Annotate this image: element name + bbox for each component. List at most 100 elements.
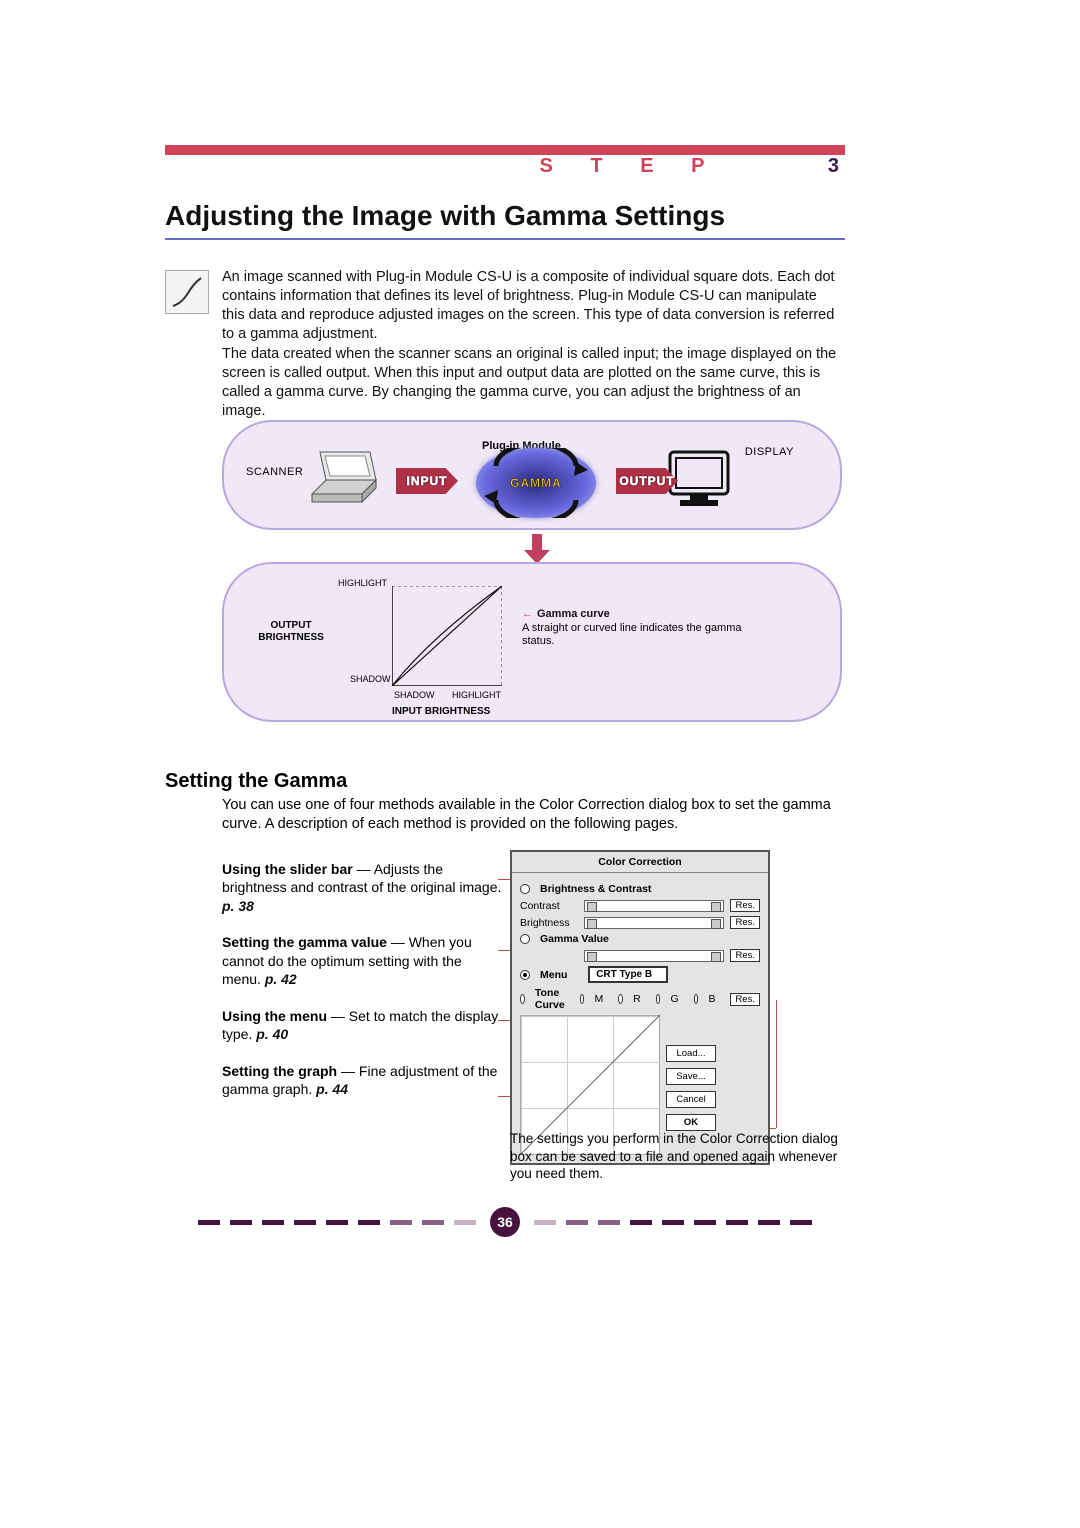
footer-dash — [390, 1220, 412, 1225]
footer-dash — [662, 1220, 684, 1225]
leader-line — [776, 1000, 777, 1128]
output-brightness-label: OUTPUT BRIGHTNESS — [246, 620, 336, 644]
contrast-reset-button[interactable]: Res. — [730, 899, 760, 912]
menu-type-dropdown[interactable]: CRT Type B — [588, 966, 668, 983]
channel-m-label: M — [594, 993, 603, 1005]
x-highlight-label: HIGHLIGHT — [452, 690, 501, 700]
footer-dash — [230, 1220, 252, 1225]
footer-dash — [598, 1220, 620, 1225]
method-sep: — — [353, 861, 374, 877]
flow-bubble-top: SCANNER DISPLAY Plug-in Module INPUT — [222, 420, 842, 530]
load-button[interactable]: Load... — [666, 1045, 716, 1062]
footer-dash — [790, 1220, 812, 1225]
cancel-button[interactable]: Cancel — [666, 1091, 716, 1108]
gamma-core: GAMMA — [476, 448, 596, 518]
footer-dash — [566, 1220, 588, 1225]
method-slider-bar: Using the slider bar — Adjusts the brigh… — [222, 860, 502, 915]
gamma-value-slider[interactable] — [584, 950, 724, 962]
contrast-slider[interactable] — [584, 900, 724, 912]
page-title: Adjusting the Image with Gamma Settings — [165, 200, 725, 232]
footer-dash — [534, 1220, 556, 1225]
brightness-label: Brightness — [520, 917, 578, 929]
section-setting-gamma-title: Setting the Gamma — [165, 770, 347, 793]
scanner-label: SCANNER — [246, 466, 303, 478]
method-graph: Setting the graph — Fine adjustment of t… — [222, 1062, 502, 1099]
radio-menu[interactable] — [520, 970, 530, 980]
footer-dash — [294, 1220, 316, 1225]
footer-dash — [630, 1220, 652, 1225]
method-page-ref: p. 40 — [256, 1026, 288, 1042]
method-page-ref: p. 38 — [222, 898, 254, 914]
gamma-value-label: Gamma Value — [540, 933, 609, 945]
footer-dash — [198, 1220, 220, 1225]
radio-brightness-contrast[interactable] — [520, 884, 530, 894]
step-number: 3 — [828, 155, 855, 177]
channel-b-radio[interactable] — [694, 994, 699, 1004]
dialog-title: Color Correction — [512, 852, 768, 873]
x-shadow-label: SHADOW — [394, 690, 435, 700]
method-menu: Using the menu — Set to match the displa… — [222, 1007, 502, 1044]
channel-r-radio[interactable] — [618, 994, 623, 1004]
radio-gamma-value[interactable] — [520, 934, 530, 944]
footer-dash — [454, 1220, 476, 1225]
input-arrow-text: INPUT — [407, 474, 448, 488]
method-lead: Using the menu — [222, 1008, 327, 1024]
output-arrow-text: OUTPUT — [619, 474, 674, 488]
footer-dash — [262, 1220, 284, 1225]
dialog-footnote: The settings you perform in the Color Co… — [510, 1130, 840, 1183]
gamma-methods-list: Using the slider bar — Adjusts the brigh… — [222, 860, 502, 1117]
method-lead: Setting the gamma value — [222, 934, 387, 950]
footer-dash — [726, 1220, 748, 1225]
method-page-ref: p. 42 — [265, 971, 297, 987]
flow-bubble-bottom: OUTPUT BRIGHTNESS HIGHLIGHT SHADOW SHADO… — [222, 562, 842, 722]
footer-dash — [422, 1220, 444, 1225]
gamma-curve-description: A straight or curved line indicates the … — [522, 622, 742, 648]
method-sep: — — [387, 934, 409, 950]
gamma-flow-diagram: SCANNER DISPLAY Plug-in Module INPUT — [222, 420, 842, 722]
method-lead: Using the slider bar — [222, 861, 353, 877]
footer-dash — [758, 1220, 780, 1225]
step-letters: S T E P — [540, 155, 721, 177]
y-shadow-label: SHADOW — [350, 674, 391, 684]
channel-m-radio[interactable] — [580, 994, 585, 1004]
method-sep: — — [327, 1008, 349, 1024]
gamma-curve-plot — [392, 586, 502, 686]
method-lead: Setting the graph — [222, 1063, 337, 1079]
input-brightness-label: INPUT BRIGHTNESS — [392, 706, 490, 717]
radio-tone-curve[interactable] — [520, 994, 525, 1004]
page-number: 36 — [490, 1207, 520, 1237]
output-arrow: OUTPUT — [616, 468, 678, 494]
brightness-slider[interactable] — [584, 917, 724, 929]
ok-button[interactable]: OK — [666, 1114, 716, 1131]
channel-g-radio[interactable] — [656, 994, 661, 1004]
tone-reset-button[interactable]: Res. — [730, 993, 760, 1006]
gamma-curve-arrow-icon: ← — [522, 608, 533, 620]
method-sep: — — [337, 1063, 359, 1079]
intro-paragraph: An image scanned with Plug-in Module CS-… — [222, 268, 842, 421]
gamma-curve-label: ← Gamma curve — [522, 608, 610, 620]
channel-r-label: R — [633, 993, 641, 1005]
gamma-curve-label-text: Gamma curve — [537, 608, 610, 620]
step-label: S T E P 3 — [540, 155, 855, 178]
y-highlight-label: HIGHLIGHT — [338, 578, 387, 588]
channel-b-label: B — [708, 993, 715, 1005]
gamma-ellipse: GAMMA — [476, 448, 596, 518]
scanner-icon — [306, 446, 386, 510]
footer-dash — [694, 1220, 716, 1225]
brightness-reset-button[interactable]: Res. — [730, 916, 760, 929]
save-button[interactable]: Save... — [666, 1068, 716, 1085]
input-arrow: INPUT — [396, 468, 458, 494]
menu-label: Menu — [540, 969, 567, 981]
brightness-contrast-label: Brightness & Contrast — [540, 883, 651, 895]
gamma-reset-button[interactable]: Res. — [730, 949, 760, 962]
dialog-body: Brightness & Contrast Contrast Res. Brigh… — [512, 873, 768, 1163]
footer-dash — [358, 1220, 380, 1225]
header-red-bar — [165, 145, 845, 155]
contrast-label: Contrast — [520, 900, 578, 912]
method-gamma-value: Setting the gamma value — When you canno… — [222, 933, 502, 988]
section-setting-gamma-intro: You can use one of four methods availabl… — [222, 796, 842, 834]
display-label: DISPLAY — [745, 446, 794, 458]
tone-curve-label: Tone Curve — [535, 987, 565, 1011]
color-correction-dialog: Color Correction Brightness & Contrast C… — [510, 850, 770, 1165]
title-rule — [165, 238, 845, 240]
